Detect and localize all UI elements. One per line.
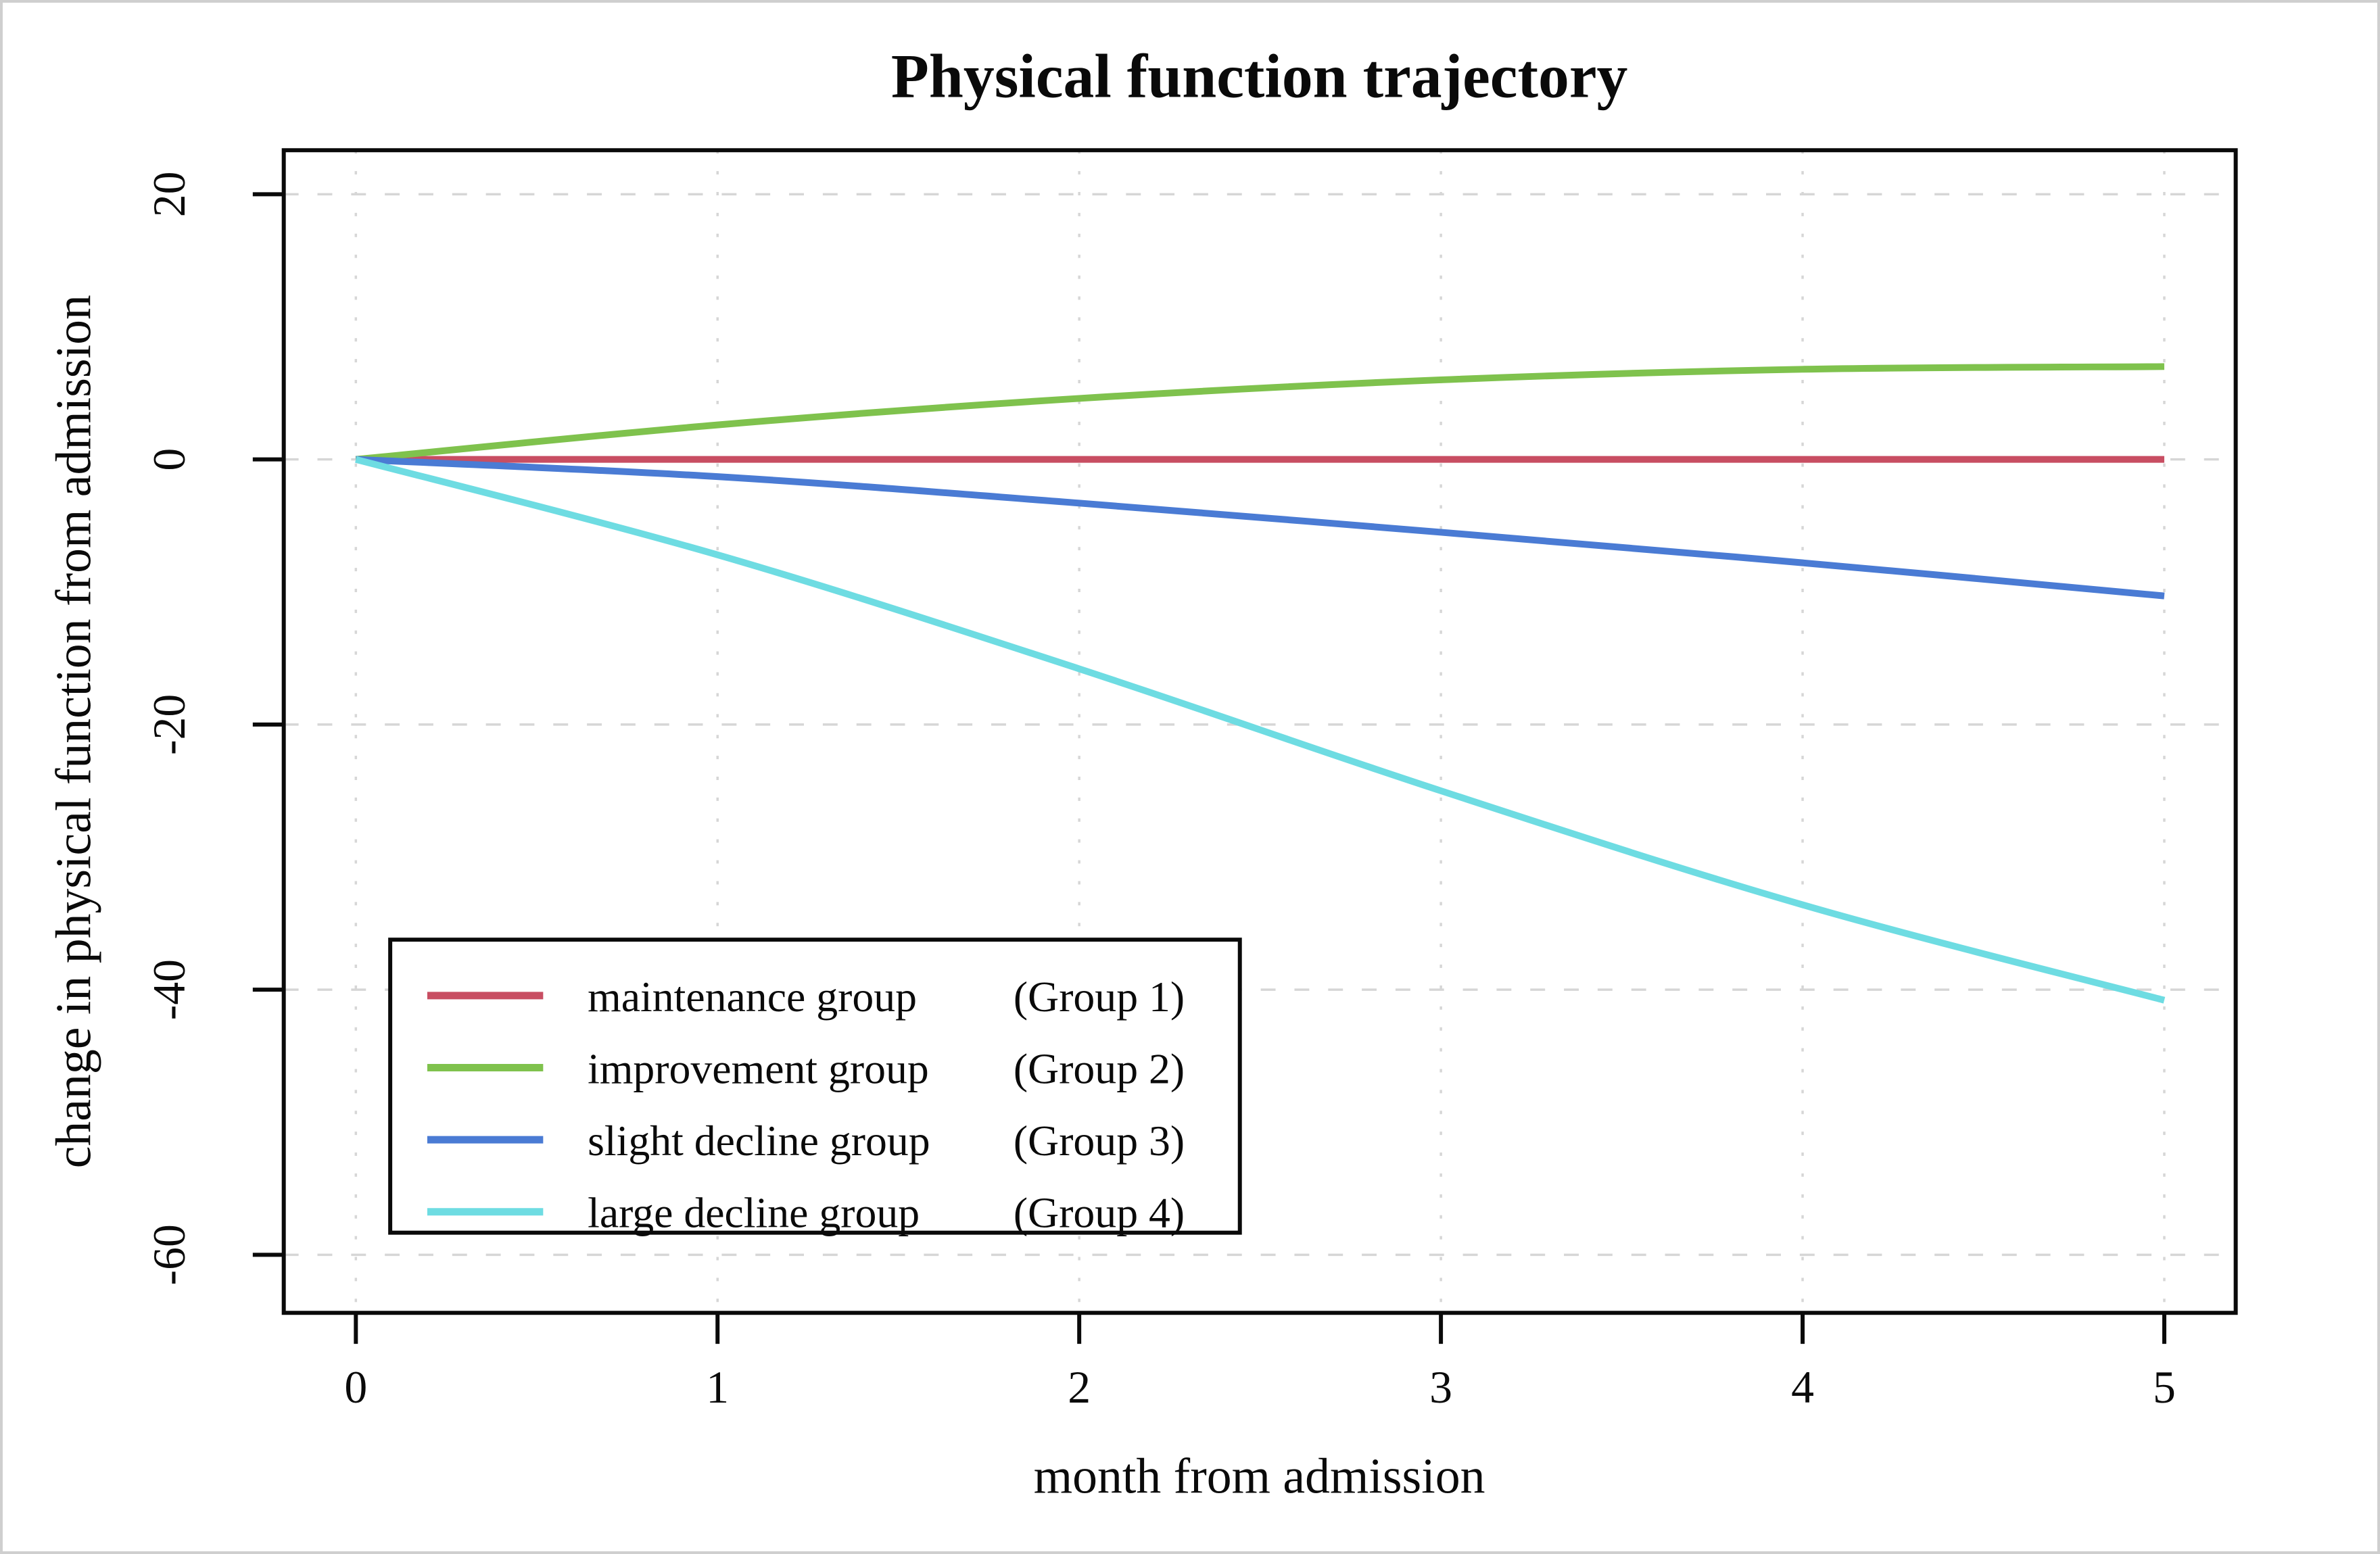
x-tick-label-0: 0: [344, 1362, 367, 1413]
legend-box: [388, 938, 1242, 1235]
legend: maintenance group (Group 1) improvement gr…: [388, 938, 1242, 1237]
curve-improvement-group: [355, 363, 2165, 463]
legend-label-improvement-group: improvement group: [588, 1044, 929, 1092]
axis-ticks: [252, 192, 2166, 1344]
tick-labels: 0 1 2 3 4 5 20 0 -20 -40 -60: [144, 172, 2176, 1413]
y-tick-label--40: -40: [144, 959, 195, 1020]
y-axis-label: change in physical function from admissi…: [46, 295, 101, 1168]
y-tick-label--60: -60: [144, 1224, 195, 1285]
x-tick-label-2: 2: [1068, 1362, 1091, 1413]
chart-title: Physical function trajectory: [891, 42, 1627, 111]
legend-label-maintenance-group: maintenance group: [588, 973, 917, 1021]
curve-slight-decline-group: [356, 456, 2165, 600]
legend-group-label-4: (Group 4): [1014, 1189, 1185, 1237]
legend-group-label-1: (Group 1): [1014, 973, 1185, 1021]
legend-group-label-3: (Group 3): [1014, 1117, 1185, 1165]
x-tick-label-5: 5: [2153, 1362, 2176, 1413]
curves: [355, 363, 2166, 1004]
legend-group-label-2: (Group 2): [1014, 1044, 1185, 1092]
legend-label-slight-decline-group: slight decline group: [588, 1117, 930, 1165]
trajectory-chart: 0 1 2 3 4 5 20 0 -20 -40 -60 maintenance group (Gro…: [46, 42, 2238, 1503]
curve-large-decline-group: [355, 456, 2166, 1004]
x-tick-label-4: 4: [1791, 1362, 1814, 1413]
x-tick-label-1: 1: [706, 1362, 729, 1413]
x-tick-label-3: 3: [1429, 1362, 1452, 1413]
legend-label-large-decline-group: large decline group: [588, 1189, 920, 1237]
y-tick-label-20: 20: [144, 172, 195, 218]
y-tick-label-0: 0: [144, 448, 195, 471]
x-axis-label: month from admission: [1034, 1448, 1485, 1503]
y-tick-label--20: -20: [144, 694, 195, 755]
plot-border: [281, 148, 2238, 1315]
